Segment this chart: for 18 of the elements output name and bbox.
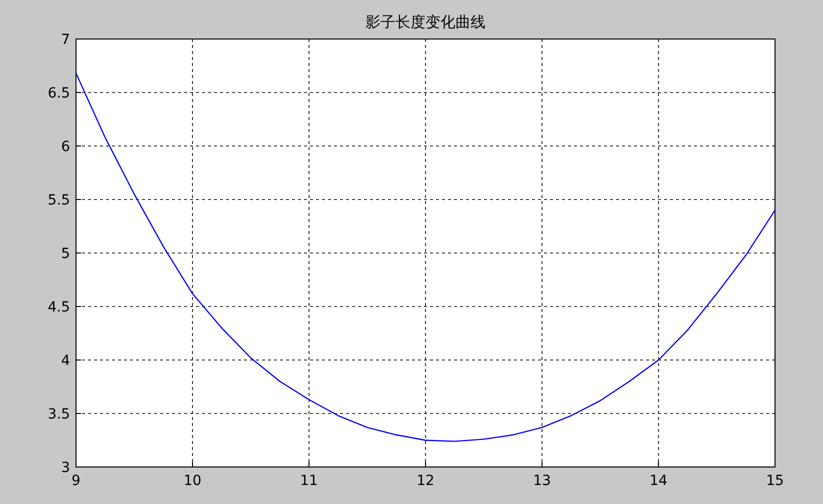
x-tick-label: 12 (416, 473, 434, 489)
chart-title: 影子长度变化曲线 (366, 13, 486, 31)
x-tick-label: 14 (650, 473, 668, 489)
y-tick-label: 5 (61, 246, 70, 262)
y-tick-label: 3 (61, 460, 70, 476)
x-tick-label: 10 (184, 473, 202, 489)
x-tick-label: 13 (533, 473, 551, 489)
line-series (75, 72, 776, 442)
y-tick-label: 3.5 (48, 406, 70, 422)
y-tick-label: 5.5 (48, 192, 70, 208)
y-tick-label: 7 (61, 32, 70, 48)
y-tick-label: 6.5 (48, 85, 70, 102)
y-tick-label: 4 (61, 352, 70, 369)
x-tick-label: 15 (766, 473, 784, 489)
x-tick-label: 11 (300, 473, 318, 489)
y-tick-label: 4.5 (48, 299, 70, 316)
x-tick-label: 9 (72, 473, 80, 489)
y-tick-label: 6 (61, 138, 70, 155)
